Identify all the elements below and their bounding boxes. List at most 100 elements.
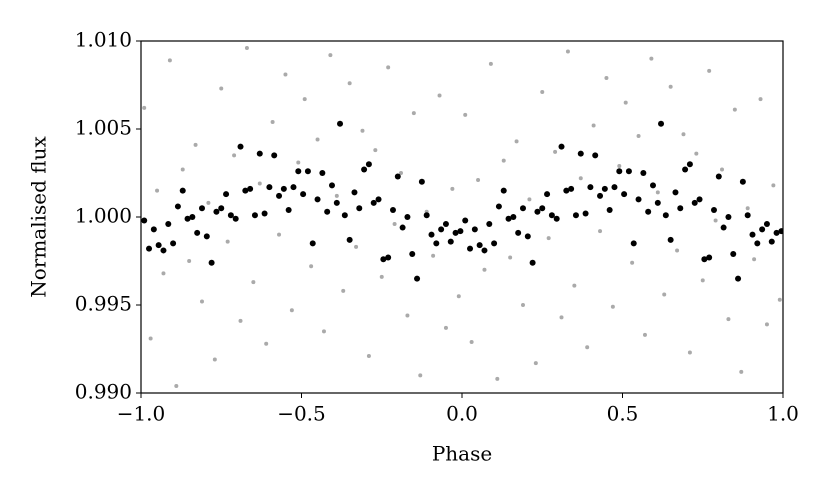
point bbox=[264, 341, 269, 346]
point bbox=[208, 259, 215, 266]
point bbox=[237, 143, 244, 150]
point bbox=[232, 153, 237, 158]
point bbox=[295, 168, 302, 175]
point bbox=[735, 275, 742, 282]
point bbox=[431, 253, 436, 258]
point bbox=[179, 187, 186, 194]
point bbox=[707, 68, 712, 73]
point bbox=[418, 373, 423, 378]
point bbox=[572, 212, 579, 219]
point bbox=[457, 228, 464, 235]
point bbox=[744, 212, 751, 219]
point bbox=[184, 215, 191, 222]
point bbox=[232, 215, 239, 222]
point bbox=[392, 222, 397, 227]
point bbox=[280, 185, 287, 192]
point bbox=[456, 294, 461, 299]
point bbox=[482, 267, 487, 272]
point bbox=[630, 260, 635, 265]
point bbox=[463, 112, 468, 117]
point bbox=[437, 93, 442, 98]
point bbox=[548, 212, 555, 219]
point bbox=[672, 189, 679, 196]
point bbox=[655, 190, 660, 195]
point bbox=[319, 170, 326, 176]
point bbox=[227, 212, 234, 219]
x-tick-label: −0.5 bbox=[277, 402, 326, 426]
point bbox=[405, 313, 410, 318]
point bbox=[495, 203, 502, 210]
point bbox=[225, 239, 230, 244]
point bbox=[491, 240, 498, 247]
point bbox=[713, 218, 718, 223]
point bbox=[730, 250, 737, 257]
point bbox=[533, 361, 538, 366]
point bbox=[361, 166, 368, 173]
point bbox=[667, 236, 674, 243]
point bbox=[529, 259, 536, 266]
point bbox=[662, 212, 669, 219]
point bbox=[763, 221, 770, 228]
point bbox=[328, 53, 333, 58]
point bbox=[170, 240, 177, 247]
point bbox=[578, 176, 583, 181]
point bbox=[347, 81, 352, 86]
point bbox=[386, 65, 391, 70]
point bbox=[244, 46, 249, 51]
point bbox=[334, 193, 339, 198]
point bbox=[749, 231, 756, 238]
point bbox=[658, 120, 665, 127]
point bbox=[462, 217, 469, 224]
point bbox=[630, 240, 637, 247]
point bbox=[223, 191, 230, 198]
point bbox=[691, 199, 698, 206]
points bbox=[141, 46, 783, 388]
point bbox=[438, 226, 445, 233]
point bbox=[739, 369, 744, 374]
point bbox=[508, 255, 513, 260]
point bbox=[447, 238, 454, 245]
point bbox=[725, 214, 732, 220]
point bbox=[759, 226, 766, 233]
point bbox=[559, 315, 564, 320]
point bbox=[527, 197, 532, 202]
point bbox=[739, 178, 746, 185]
point bbox=[203, 233, 210, 240]
point bbox=[587, 184, 594, 191]
point bbox=[379, 274, 384, 279]
point bbox=[373, 148, 378, 153]
point bbox=[341, 288, 346, 293]
point bbox=[314, 196, 321, 203]
point bbox=[565, 49, 570, 54]
y-axis-label: Normalised flux bbox=[27, 136, 51, 298]
point bbox=[720, 224, 727, 231]
point bbox=[309, 240, 316, 247]
point bbox=[486, 221, 493, 228]
point bbox=[296, 160, 301, 165]
point bbox=[694, 151, 699, 156]
point bbox=[553, 215, 560, 222]
point bbox=[356, 205, 363, 212]
point bbox=[174, 203, 181, 210]
point bbox=[351, 189, 358, 196]
point bbox=[582, 210, 589, 217]
point bbox=[285, 206, 292, 213]
point bbox=[146, 245, 153, 252]
point bbox=[598, 229, 603, 234]
point bbox=[324, 208, 331, 215]
point bbox=[304, 168, 311, 175]
point bbox=[385, 254, 392, 261]
point bbox=[389, 206, 396, 213]
point bbox=[251, 212, 258, 219]
x-axis-label: Phase bbox=[432, 442, 492, 466]
point bbox=[597, 192, 604, 199]
point bbox=[500, 187, 507, 194]
point bbox=[662, 292, 667, 297]
point bbox=[160, 247, 167, 254]
x-tick-label: −1.0 bbox=[117, 402, 166, 426]
point bbox=[283, 72, 288, 77]
point bbox=[577, 150, 584, 157]
x-tick-label: 1.0 bbox=[767, 402, 799, 426]
point bbox=[360, 128, 365, 133]
